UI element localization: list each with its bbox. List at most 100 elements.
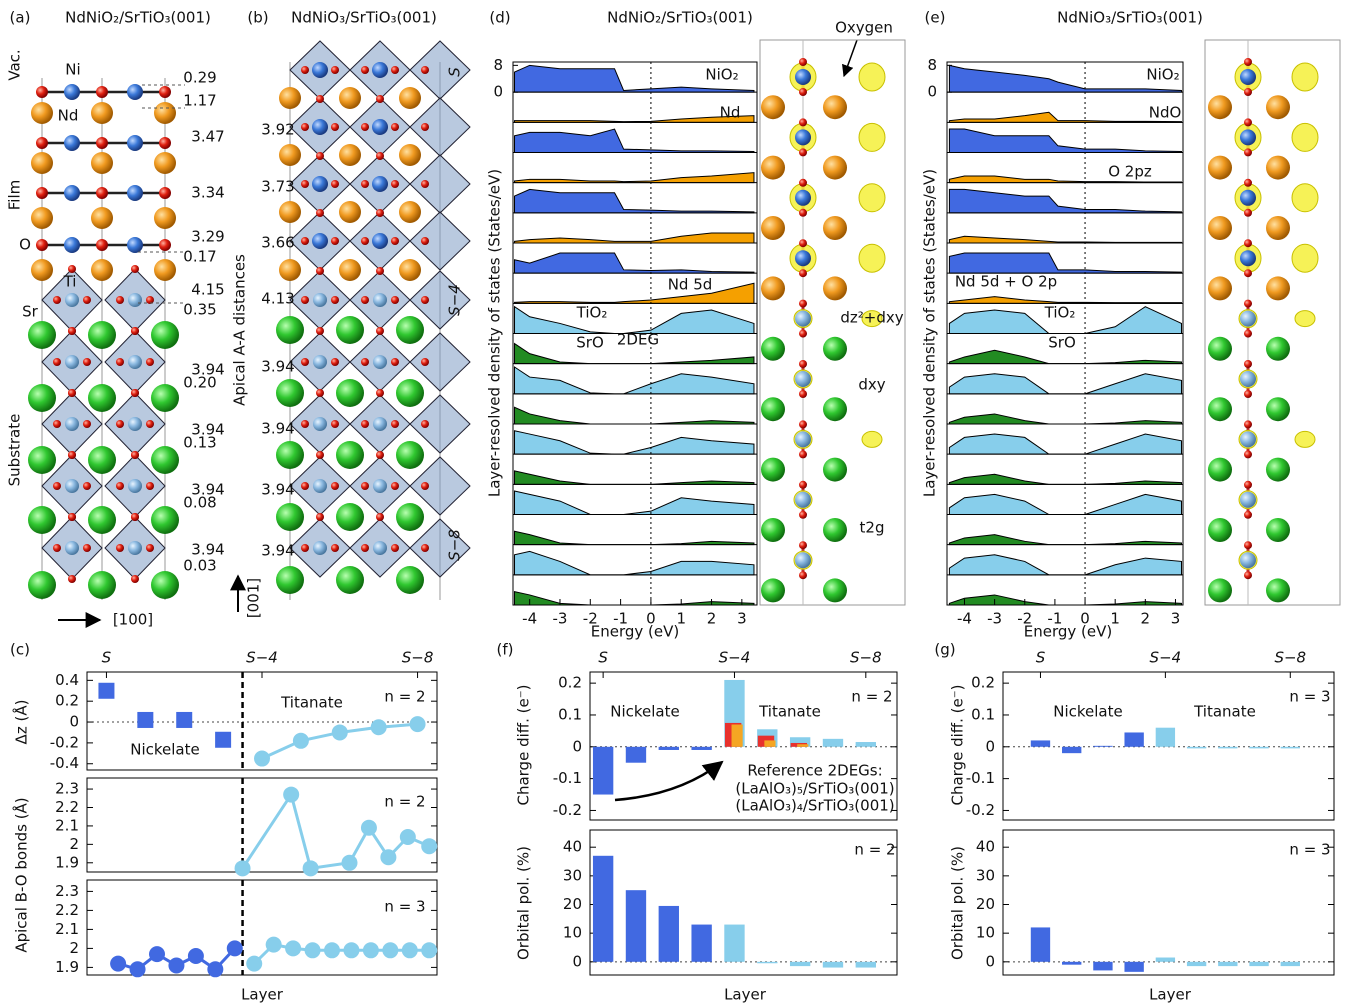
atom <box>421 482 429 490</box>
point <box>305 942 321 958</box>
atom <box>1244 330 1252 338</box>
bar <box>1124 962 1143 972</box>
atom <box>1240 190 1256 206</box>
atom <box>421 237 429 245</box>
y-tick-label: 0 <box>69 713 79 731</box>
atom <box>391 544 399 552</box>
atom <box>361 66 369 74</box>
atom <box>1266 156 1290 180</box>
bar <box>626 890 646 962</box>
atom <box>131 513 139 521</box>
dos-area <box>949 253 1181 273</box>
bar <box>1093 962 1112 971</box>
point <box>361 820 377 836</box>
region-label: Vac. <box>6 49 24 80</box>
atom <box>1244 239 1252 247</box>
atom <box>1208 397 1232 421</box>
bar <box>823 962 843 968</box>
atom <box>96 239 108 251</box>
y-tick-label: 2.1 <box>55 816 79 834</box>
plot-frame <box>1003 830 1334 975</box>
annotation: n = 2 <box>384 688 425 706</box>
atom <box>116 544 124 552</box>
panel-label: (f) <box>497 641 514 659</box>
y-axis-label: Δz (Å) <box>12 700 31 745</box>
dos-area <box>515 431 754 454</box>
atom <box>83 358 91 366</box>
atom <box>396 379 424 407</box>
atom <box>361 296 369 304</box>
y-tick-label: 2.1 <box>55 920 79 938</box>
atom <box>36 239 48 251</box>
point <box>343 942 359 958</box>
atom <box>1240 431 1256 447</box>
dos-area <box>515 471 754 484</box>
bar <box>790 962 810 966</box>
charge-density <box>1292 123 1318 151</box>
charge-density <box>859 244 885 272</box>
atom <box>36 137 48 149</box>
y-tick-label: 2.3 <box>55 882 79 900</box>
annotation: NiO₂ <box>1146 66 1179 84</box>
x-axis-label: Energy (eV) <box>591 623 679 641</box>
atom <box>421 296 429 304</box>
distance-label: 3.94 <box>261 542 294 560</box>
atom <box>331 123 339 131</box>
atom <box>1240 492 1256 508</box>
dos-area <box>949 434 1181 454</box>
bar <box>856 742 876 747</box>
bar <box>856 962 876 968</box>
atom <box>376 327 384 335</box>
atom <box>31 152 53 174</box>
atom <box>53 482 61 490</box>
atom <box>131 327 139 335</box>
atom <box>159 137 171 149</box>
atom <box>88 446 116 474</box>
atom <box>312 119 328 135</box>
dos-area <box>949 535 1181 545</box>
atom <box>151 506 179 534</box>
octahedron <box>410 155 470 213</box>
point <box>324 942 340 958</box>
point <box>254 751 270 767</box>
atom <box>1266 276 1290 300</box>
atom <box>28 446 56 474</box>
y-tick-label: -0.2 <box>966 801 995 819</box>
y-tick-label: 20 <box>976 895 995 913</box>
atom <box>65 417 79 431</box>
atom <box>795 129 811 145</box>
atom <box>795 552 811 568</box>
atom <box>65 479 79 493</box>
y-axis-label: Charge diff. (e⁻) <box>515 684 533 805</box>
atom <box>761 95 785 119</box>
atom <box>761 156 785 180</box>
atom <box>361 237 369 245</box>
atom <box>312 176 328 192</box>
atom <box>799 330 807 338</box>
atom <box>331 544 339 552</box>
dos-area <box>515 189 754 212</box>
direction-label: [100] <box>113 611 153 629</box>
atom <box>276 441 304 469</box>
atom <box>1244 118 1252 126</box>
atom <box>313 479 327 493</box>
y-tick-label: 0.2 <box>558 674 582 692</box>
atom-label: Ni <box>65 61 80 79</box>
bar <box>626 747 646 763</box>
displacement-label: 0.13 <box>183 434 216 452</box>
y-tick-label: 40 <box>976 838 995 856</box>
x-tick-label: S−8 <box>850 649 882 667</box>
atom <box>372 176 388 192</box>
bar <box>1156 958 1175 962</box>
atom <box>301 296 309 304</box>
atom <box>301 123 309 131</box>
x-tick-label: 2 <box>707 610 717 628</box>
atom <box>391 237 399 245</box>
layer-label: S <box>446 67 464 77</box>
atom <box>146 358 154 366</box>
atom <box>1266 518 1290 542</box>
atom <box>372 62 388 78</box>
y-tick-label: 0.1 <box>971 705 995 723</box>
direction-label: [001] <box>245 578 263 618</box>
atom <box>151 571 179 599</box>
